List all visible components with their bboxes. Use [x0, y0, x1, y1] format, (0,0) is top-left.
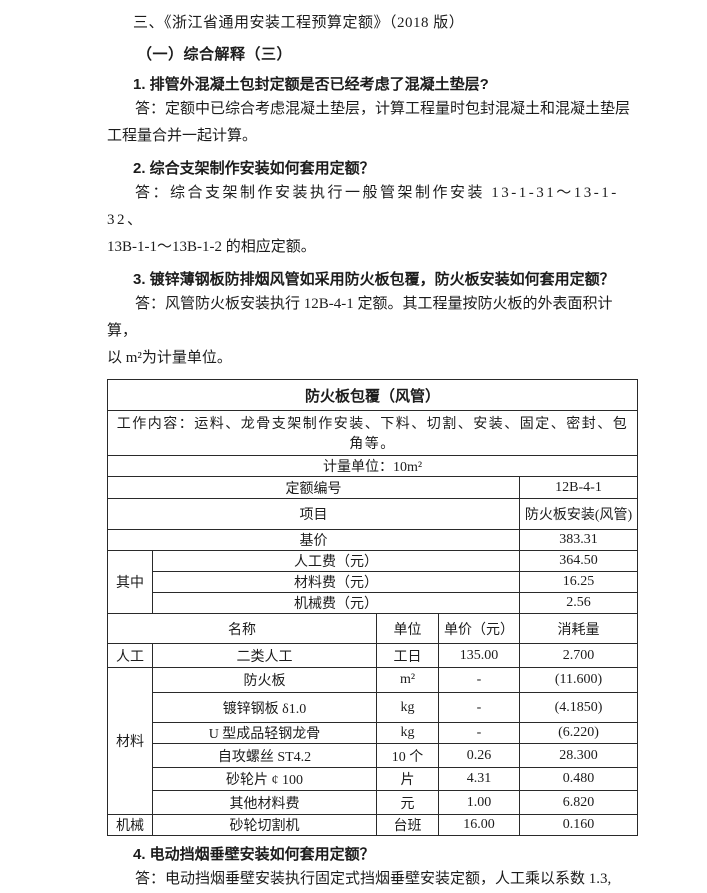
- row-unit: m²: [376, 667, 439, 693]
- among-label: 其中: [107, 550, 153, 614]
- row-qty: 6.820: [518, 790, 639, 815]
- section-title: （一）综合解释（三）: [137, 46, 293, 63]
- row-qty: 0.160: [518, 814, 639, 836]
- table-row: U 型成品轻钢龙骨 kg - (6.220): [108, 722, 639, 744]
- table-row: 其中 人工费（元） 364.50: [107, 550, 639, 614]
- row-unit: 10 个: [376, 743, 439, 768]
- table-row: 计量单位：10m²: [106, 455, 639, 477]
- fee-value: 16.25: [518, 571, 639, 593]
- row-price: -: [438, 667, 520, 693]
- table-row: 砂轮片 ¢ 100 片 4.31 0.480: [108, 767, 639, 791]
- item-label: 项目: [107, 498, 520, 530]
- quota-number-label: 定额编号: [107, 476, 520, 499]
- row-unit: 元: [376, 790, 439, 815]
- row-unit: 片: [376, 767, 439, 791]
- row-name: 其他材料费: [152, 790, 377, 815]
- row-qty: 2.700: [518, 643, 639, 668]
- answer-4-line-1: 答：电动挡烟垂壁安装执行固定式挡烟垂壁安装定额，人工乘以系数 1.3,: [135, 871, 612, 887]
- table-title: 防火板包覆（风管）: [106, 379, 639, 411]
- question-3: 3. 镀锌薄钢板防排烟风管如采用防火板包覆，防火板安装如何套用定额？: [133, 271, 615, 288]
- row-name: 防火板: [152, 667, 377, 693]
- table-row: 人工 二类人工 工日 135.00 2.700: [107, 643, 639, 668]
- fee-value: 364.50: [518, 550, 639, 572]
- col-header-unit: 单位: [376, 613, 439, 644]
- answer-1-line-1: 答：定额中已综合考虑混凝土垫层，计算工程量时包封混凝土和混凝土垫层: [135, 101, 631, 117]
- row-unit: kg: [376, 692, 439, 723]
- answer-3-line-1: 答：风管防火板安装执行 12B-4-1 定额。其工程量按防火板的外表面积计算，: [107, 296, 613, 339]
- fee-label: 人工费（元）: [152, 550, 520, 572]
- row-unit: 台班: [376, 814, 439, 836]
- col-header-name: 名称: [107, 613, 377, 644]
- group-machine: 机械: [107, 814, 153, 836]
- row-name: 自攻螺丝 ST4.2: [152, 743, 377, 768]
- unit-note: 计量单位：10m²: [106, 455, 639, 477]
- answer-2-line-1: 答：综合支架制作安装执行一般管架制作安装 13-1-31～13-1-32、: [107, 185, 619, 228]
- base-price-label: 基价: [107, 529, 520, 551]
- row-price: 16.00: [438, 814, 520, 836]
- table-row: 材料 防火板 m² - (11.600): [107, 667, 639, 815]
- row-price: 4.31: [438, 767, 520, 791]
- row-qty: 0.480: [518, 767, 639, 791]
- question-1: 1. 排管外混凝土包封定额是否已经考虑了混凝土垫层?: [133, 76, 489, 93]
- row-qty: (11.600): [518, 667, 639, 693]
- table-row: 防火板包覆（风管）: [106, 379, 639, 411]
- table-row: 材料费（元） 16.25: [108, 571, 639, 593]
- group-material: 材料: [107, 667, 153, 815]
- row-unit: kg: [376, 722, 439, 744]
- row-name: 砂轮片 ¢ 100: [152, 767, 377, 791]
- answer-2-line-2: 13B-1-1～13B-1-2 的相应定额。: [107, 239, 316, 255]
- table-row: 机械费（元） 2.56: [108, 592, 639, 614]
- row-price: -: [438, 692, 520, 723]
- answer-1-line-2: 工程量合并一起计算。: [107, 128, 258, 144]
- row-name: U 型成品轻钢龙骨: [152, 722, 377, 744]
- table-header-row: 名称 单位 单价（元） 消耗量: [107, 613, 639, 644]
- question-2: 2. 综合支架制作安装如何套用定额？: [133, 160, 375, 177]
- document-page: 三、《浙江省通用安装工程预算定额》（2018 版） （一）综合解释（三） 1. …: [106, 15, 639, 887]
- table-row: 项目 防火板安装(风管): [107, 498, 639, 530]
- table-row: 机械 砂轮切割机 台班 16.00 0.160: [107, 814, 639, 836]
- row-price: 135.00: [438, 643, 520, 668]
- table-row: 其他材料费 元 1.00 6.820: [108, 790, 639, 815]
- row-price: 1.00: [438, 790, 520, 815]
- col-header-price: 单价（元）: [438, 613, 520, 644]
- work-content: 工作内容：运料、龙骨支架制作安装、下料、切割、安装、固定、密封、包角等。: [106, 410, 639, 456]
- table-row: 基价 383.31: [107, 529, 639, 551]
- table-row: 定额编号 12B-4-1: [107, 476, 639, 499]
- row-qty: (6.220): [518, 722, 639, 744]
- row-price: 0.26: [438, 743, 520, 768]
- table-row: 工作内容：运料、龙骨支架制作安装、下料、切割、安装、固定、密封、包角等。: [106, 410, 639, 456]
- item-value: 防火板安装(风管): [518, 498, 639, 530]
- fee-label: 材料费（元）: [152, 571, 520, 593]
- row-name: 砂轮切割机: [152, 814, 377, 836]
- answer-3-line-2: 以 m²为计量单位。: [107, 350, 232, 366]
- group-labor: 人工: [107, 643, 153, 668]
- base-price-value: 383.31: [518, 529, 639, 551]
- row-name: 二类人工: [152, 643, 377, 668]
- fee-value: 2.56: [518, 592, 639, 614]
- row-name: 镀锌钢板 δ1.0: [152, 692, 377, 723]
- row-qty: (4.1850): [518, 692, 639, 723]
- doc-heading: 三、《浙江省通用安装工程预算定额》（2018 版）: [133, 15, 465, 31]
- row-qty: 28.300: [518, 743, 639, 768]
- row-unit: 工日: [376, 643, 439, 668]
- table-row: 镀锌钢板 δ1.0 kg - (4.1850): [108, 692, 639, 723]
- fee-label: 机械费（元）: [152, 592, 520, 614]
- quota-number-value: 12B-4-1: [518, 476, 639, 499]
- row-price: -: [438, 722, 520, 744]
- quota-table: 防火板包覆（风管） 工作内容：运料、龙骨支架制作安装、下料、切割、安装、固定、密…: [106, 379, 639, 836]
- question-4: 4. 电动挡烟垂壁安装如何套用定额？: [133, 846, 375, 863]
- table-row: 自攻螺丝 ST4.2 10 个 0.26 28.300: [108, 743, 639, 768]
- col-header-qty: 消耗量: [518, 613, 639, 644]
